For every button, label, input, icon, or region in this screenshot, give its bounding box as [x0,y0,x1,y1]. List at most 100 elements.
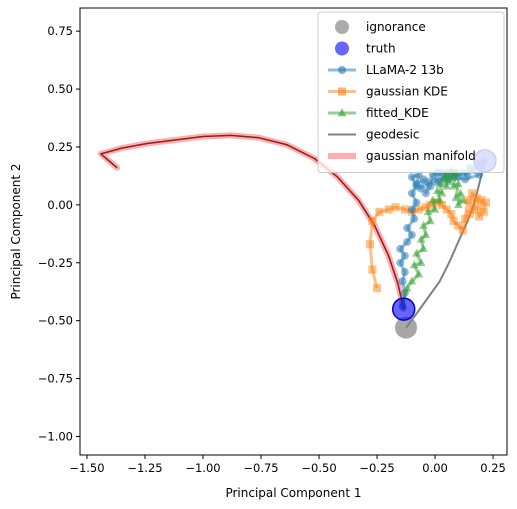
gaussian-kde-point [447,210,456,219]
gaussian-kde-point [470,205,479,214]
fitted-kde-point [432,186,442,195]
fitted-kde-point [453,179,463,188]
y-tick-label: −0.50 [38,314,73,328]
legend-entry: ignorance [335,20,426,34]
fitted-kde-point [421,230,431,239]
gaussian-kde-point [391,203,400,212]
fitted-kde-point [428,195,438,204]
fitted-kde-point [419,244,428,253]
legend-entry: fitted_KDE [328,106,429,120]
fitted-kde-point [419,220,428,229]
legend-box [317,11,505,173]
gaussian-kde-point [477,196,486,205]
fitted-kde-point [409,260,419,269]
x-tick-label: −1.00 [185,461,220,475]
gaussian-kde-point [368,265,377,274]
llama-2-13b-point [407,173,416,182]
fitted-kde-point [412,248,421,257]
gaussian-kde-point [465,210,474,219]
llama-2-13b-point [461,175,470,184]
fitted-kde-point [458,195,468,204]
legend-label: gaussian manifold [366,149,476,163]
gaussian-kde-point [472,193,481,202]
fitted-kde-point [451,193,461,202]
gaussian-manifold-line [100,134,405,310]
geodesic-line [405,160,486,329]
gaussian-kde-point [461,214,470,223]
gaussian-kde-point [438,200,447,209]
y-tick-label: 0.50 [47,82,73,96]
series-gaussian-manifold [97,132,407,313]
llama-2-13b-point [400,268,409,277]
fitted-kde-point [449,181,459,190]
truth-point [391,297,416,321]
legend-handle [335,41,349,56]
series-geodesic [405,160,486,329]
llama-2-13b-point [398,277,407,286]
x-tick-label: 0.00 [422,461,448,475]
llama-2-13b-point [407,205,416,214]
series-ignorance [395,316,418,339]
x-tick-label: −1.25 [127,461,162,475]
gaussian-kde-point [366,240,375,249]
gaussian-kde-point [400,205,409,214]
axis-ticks: −1.50 −1.25 −1.00 −0.75 −0.50 −0.25 0.00 0.25 0.… [38,24,506,475]
llama-2-13b-point [396,258,405,267]
y-axis-label: Principal Component 2 [9,163,23,299]
gaussian-kde-point [375,207,384,216]
y-tick-label: 0.25 [47,140,73,154]
fitted-kde-point [423,207,433,216]
fitted-kde-point [437,188,447,197]
legend-marker [338,87,346,96]
y-tick-label: −1.00 [38,429,73,443]
legend-entry: LLaMA-2 13b [328,63,444,77]
llama-2-13b-point [421,189,430,198]
gaussian-kde-point [458,226,467,235]
llama-2-13b-point [403,224,412,233]
fitted-kde-point [435,179,445,188]
gaussian-kde-point [482,198,491,207]
gaussian-kde-point [442,205,451,214]
legend-marker [338,66,346,74]
gaussian-kde-point [368,217,377,226]
plot-frame [79,7,508,456]
llama-2-13b-point [396,244,405,253]
llama-2-13b-point [412,198,421,207]
fitted-kde-point [407,276,417,285]
fitted-kde-point [416,234,426,243]
legend-label: gaussian KDE [366,85,448,99]
fitted-kde-point [444,176,454,185]
gaussian-kde-point [449,217,458,226]
legend-entry: truth [335,41,396,56]
x-tick-label: −0.75 [243,461,278,475]
fitted-kde-point [453,200,463,209]
llama-2-13b-point [407,230,416,239]
llama-2-13b-point [400,251,409,260]
x-axis-label: Principal Component 1 [225,486,361,500]
fitted-kde-point [442,181,452,190]
y-tick-label: −0.25 [38,256,73,270]
legend-label: truth [366,42,396,56]
legend-handle [335,20,349,34]
fitted-kde-point [449,172,459,181]
fitted-kde-point [414,269,424,278]
gaussian-kde-point [373,284,382,293]
x-tick-label: −0.50 [301,461,336,475]
gaussian-kde-point [384,205,393,214]
gaussian-kde-point [463,196,472,205]
fitted-kde-point [402,283,412,292]
y-tick-label: −0.75 [38,372,73,386]
fitted-kde-point [456,188,465,197]
fitted-kde-point [430,204,440,213]
legend-label: LLaMA-2 13b [366,63,444,77]
fitted-kde-point [442,169,452,178]
legend: ignorance truth LLaMA-2 13b gaussian KDE fit… [317,11,505,173]
legend-entry: gaussian manifold [328,149,476,163]
y-tick-label: 0.75 [47,24,73,38]
fitted-kde-point [426,216,435,225]
gaussian-kde-point [475,212,484,221]
llama-2-13b-point [410,214,419,223]
x-tick-label: 0.25 [480,461,506,475]
fitted-kde-point [416,257,426,266]
